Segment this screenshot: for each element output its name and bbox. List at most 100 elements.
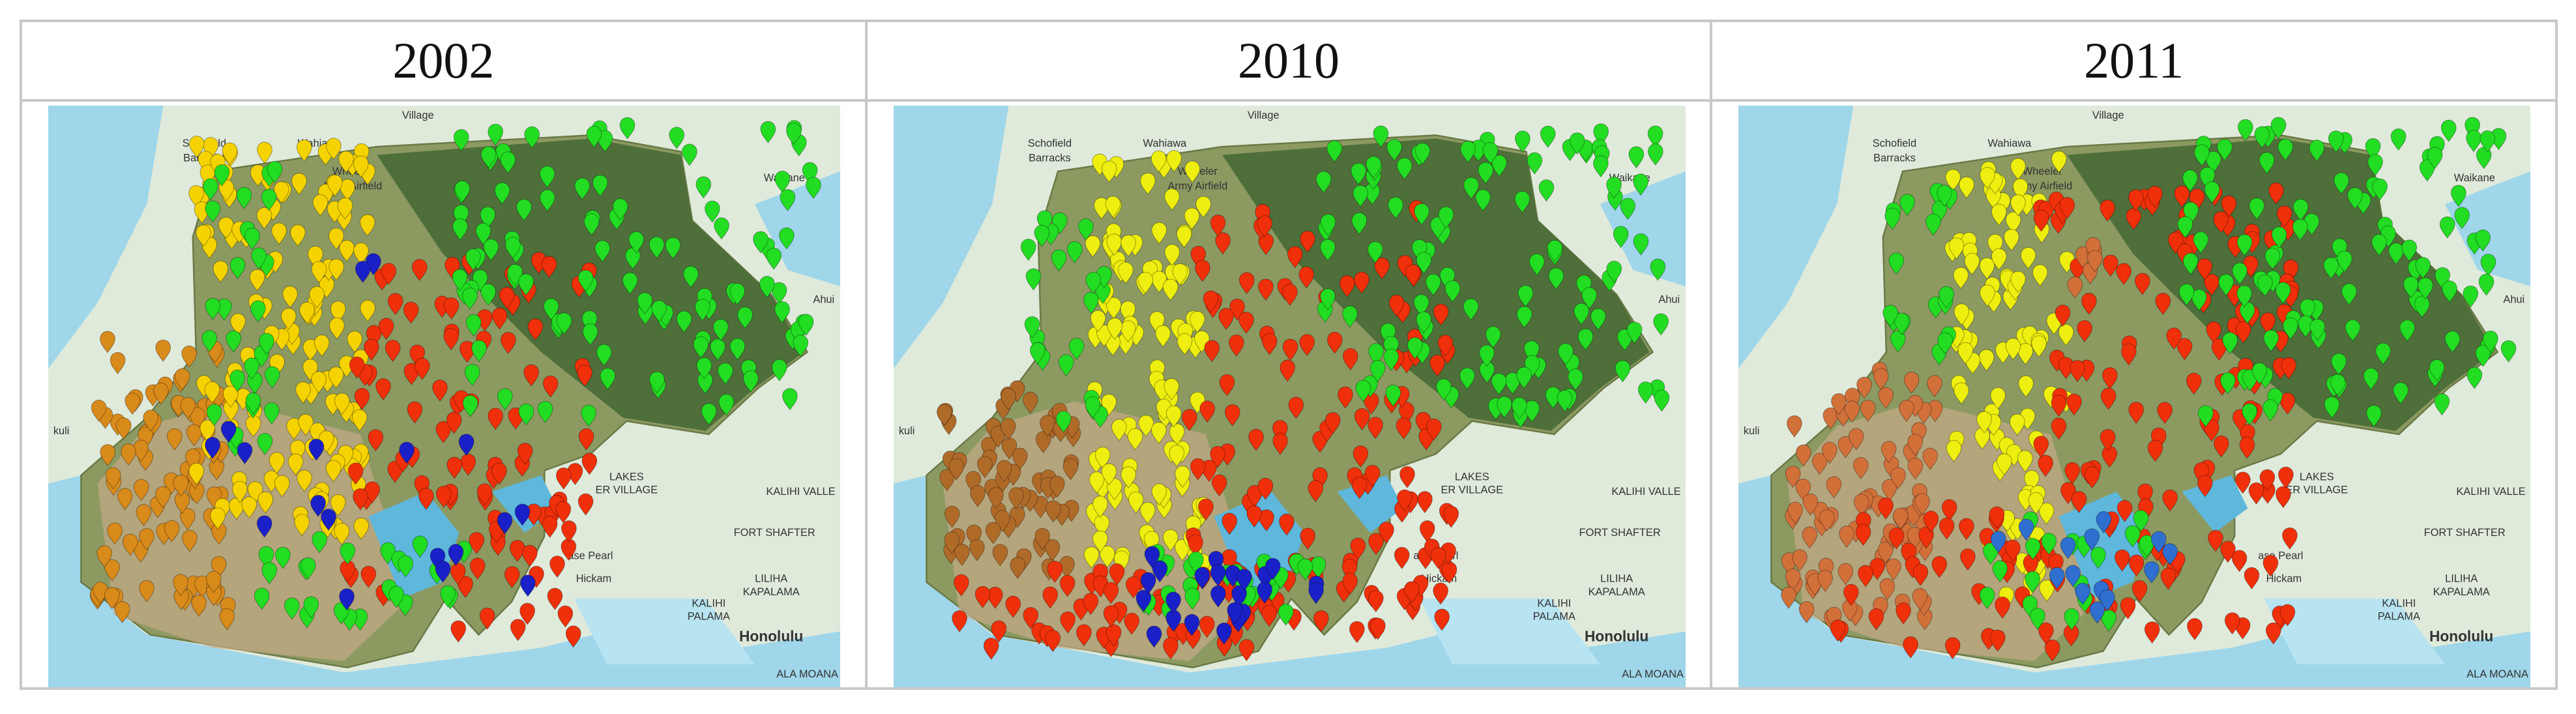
site-marker	[1187, 534, 1203, 557]
site-marker	[398, 555, 414, 578]
site-marker	[294, 514, 310, 537]
site-marker	[1085, 271, 1101, 294]
site-marker	[729, 338, 746, 361]
site-marker	[2198, 405, 2214, 428]
site-marker	[174, 368, 190, 391]
site-marker	[2019, 518, 2034, 541]
site-marker	[1353, 445, 1368, 468]
site-marker	[1297, 558, 1313, 581]
site-marker	[1352, 185, 1368, 207]
site-marker	[229, 257, 246, 280]
site-marker	[1923, 511, 1939, 533]
site-marker	[1034, 528, 1050, 550]
site-marker	[2051, 394, 2067, 417]
site-marker	[1912, 588, 1928, 610]
site-marker	[1367, 241, 1383, 264]
site-marker	[480, 206, 496, 229]
site-marker	[1062, 458, 1079, 481]
site-marker	[2239, 436, 2255, 459]
site-marker	[1177, 333, 1192, 355]
site-marker	[1368, 343, 1384, 366]
site-marker	[1194, 260, 1210, 282]
place-label: KALIHI VALLE	[2457, 486, 2526, 498]
site-marker	[461, 288, 478, 310]
site-marker	[491, 462, 507, 485]
site-marker	[1881, 441, 1897, 464]
site-marker	[2217, 138, 2233, 162]
site-marker	[2262, 554, 2279, 578]
site-marker	[1164, 244, 1180, 267]
site-marker	[1989, 506, 2005, 529]
site-marker	[2324, 396, 2340, 419]
site-marker	[1879, 578, 1895, 601]
site-marker	[2213, 211, 2229, 233]
site-marker	[274, 475, 290, 498]
site-marker	[1093, 197, 1109, 220]
site-marker	[520, 602, 535, 625]
site-marker	[2096, 511, 2112, 534]
site-marker	[2232, 262, 2248, 285]
site-marker	[2126, 208, 2142, 231]
site-marker	[2483, 331, 2498, 353]
place-label: KALIHI	[1537, 598, 1571, 610]
site-marker	[1211, 474, 1227, 497]
site-marker	[2403, 276, 2419, 299]
site-marker	[1164, 378, 1179, 401]
site-marker	[232, 481, 248, 503]
site-marker	[2249, 198, 2265, 220]
site-marker	[622, 272, 638, 295]
site-marker	[729, 283, 746, 306]
site-marker	[2466, 130, 2482, 153]
site-marker	[2323, 257, 2339, 280]
site-marker	[1162, 278, 1178, 301]
site-marker	[296, 139, 312, 162]
site-marker	[2277, 205, 2292, 228]
site-marker	[2017, 342, 2034, 365]
site-marker	[2277, 138, 2294, 161]
ocean	[893, 106, 1686, 687]
site-marker	[2059, 197, 2075, 220]
site-marker	[583, 213, 600, 236]
site-marker	[2263, 329, 2279, 352]
site-marker	[115, 417, 132, 440]
site-marker	[2100, 428, 2116, 452]
site-marker	[2371, 233, 2388, 256]
site-marker	[497, 512, 513, 535]
site-marker	[1894, 312, 1910, 335]
site-marker	[1120, 320, 1136, 343]
site-marker	[1045, 630, 1061, 653]
site-marker	[1150, 150, 1167, 173]
site-marker	[1504, 372, 1521, 395]
site-marker	[230, 313, 246, 336]
site-marker	[1980, 284, 1996, 307]
site-marker	[329, 317, 345, 340]
site-marker	[2129, 554, 2144, 577]
site-marker	[1482, 142, 1499, 165]
site-marker	[275, 546, 291, 569]
site-marker	[1637, 381, 1654, 404]
site-marker	[2208, 529, 2224, 552]
site-marker	[290, 224, 306, 247]
site-marker	[2090, 601, 2105, 624]
site-marker	[1980, 587, 1995, 610]
site-marker	[1025, 268, 1042, 291]
site-marker	[1785, 568, 1801, 591]
site-marker	[2065, 565, 2081, 588]
site-marker	[1514, 130, 1530, 153]
site-marker	[2005, 539, 2021, 562]
site-marker	[1350, 162, 1366, 185]
site-marker	[302, 338, 319, 361]
site-marker	[683, 265, 699, 288]
site-marker	[1355, 379, 1371, 402]
site-marker	[388, 586, 404, 608]
site-marker	[188, 462, 205, 485]
site-marker	[286, 417, 302, 440]
site-marker	[2197, 475, 2214, 498]
site-marker	[2117, 499, 2133, 522]
site-marker	[1351, 212, 1367, 235]
place-label: Village	[1247, 110, 1279, 121]
site-marker	[488, 123, 503, 146]
site-marker	[462, 394, 478, 417]
site-marker	[347, 462, 364, 485]
site-marker	[338, 151, 354, 173]
